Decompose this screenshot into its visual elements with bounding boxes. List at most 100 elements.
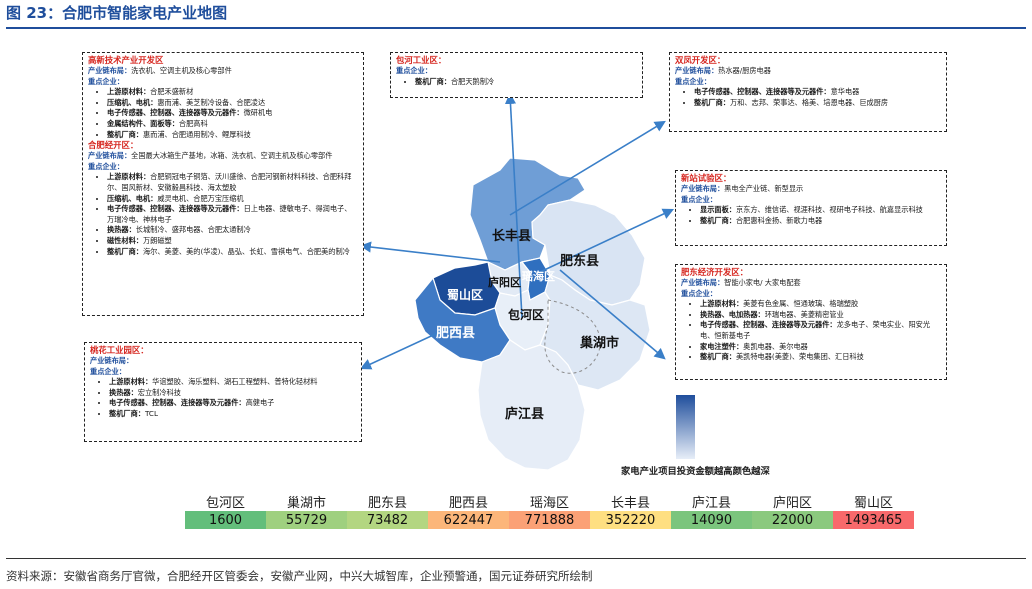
table-header-cell: 瑶海区 (529, 496, 569, 511)
investment-table: 包河区 巢湖市 肥东县 肥西县 瑶海区 长丰县 庐江县 庐阳区 蜀山区 1600… (185, 492, 914, 529)
list-item: 整机厂商：惠而浦、合肥通用制冷、鲤厚科技 (107, 130, 358, 141)
list-item: 磁性材料：万朗磁塑 (107, 236, 358, 247)
firms-label: 重点企业： (90, 366, 126, 376)
list-item: 整机厂商：海尔、美菱、美的(华凌)、晶弘、长虹、雪祺电气、合肥美的制冷 (107, 247, 358, 258)
map-label-feidong: 肥东县 (560, 254, 600, 269)
list-item: 整机厂商：合肥惠科金扬、新歌力电器 (700, 216, 941, 227)
list-item: 电子传感器、控制器、连接器等及元器件：高健电子 (109, 398, 356, 409)
box-baohe-industrial: 包河工业区： 重点企业： 整机厂商：合肥天鹅制冷 (390, 52, 643, 98)
box-taohua: 桃花工业园区： 产业链布局： 重点企业： 上游原材料：华谊塑胶、海乐塑料、湖石工… (84, 342, 362, 442)
chain-label: 产业链布局： (88, 66, 132, 75)
list-item: 电子传感器、控制器、连接器等及元器件：微研机电 (107, 108, 358, 119)
box-xinzhan-title: 新站试验区： (681, 173, 732, 183)
list-item: 整机厂商：合肥天鹅制冷 (415, 77, 637, 88)
table-value-cell: 14090 (671, 511, 752, 529)
list-item: 压缩机、电机：惠而浦、美芝制冷设备、合肥凌达 (107, 98, 358, 109)
firms-label: 重点企业： (88, 76, 124, 86)
list-item: 电子传感器、控制器、连接器等及元器件：意华电器 (694, 87, 941, 98)
lake-outline (544, 299, 601, 374)
chain-text: 全国最大冰箱生产基地，冰箱、洗衣机、空调主机及核心零部件 (131, 151, 333, 161)
box-shuangfeng-title: 双凤开发区： (675, 55, 726, 65)
list-item: 换热器：长城制冷、盛邦电器、合肥太通制冷 (107, 225, 358, 236)
firms-label: 重点企业： (675, 76, 711, 86)
arrow-taohua (359, 324, 456, 370)
box-gaoxin-jingkai: 高新技术产业开发区 产业链布局：洗衣机、空调主机及核心零部件 重点企业： 上游原… (82, 52, 364, 316)
table-header-cell: 蜀山区 (853, 496, 893, 511)
list-item: 整机厂商：万和、志邦、荣事达、格美、培恩电器、巨成厨房 (694, 98, 941, 109)
list-item: 显示面板：京东方、维信诺、视涯科技、视研电子科技、航嘉显示科技 (700, 205, 941, 216)
list-item: 电子传感器、控制器、连接器等及元器件：日上电器、捷敏电子、得润电子、万瑞冷电、神… (107, 204, 358, 225)
firms-label: 重点企业： (396, 66, 432, 75)
legend-note: 家电产业项目投资金额越高颜色越深 (621, 466, 770, 477)
table-value-cell: 55729 (266, 511, 347, 529)
chain-text: 热水器/厨房电器 (718, 66, 771, 75)
box-jingkai-title: 合肥经开区： (88, 140, 139, 151)
table-header-row: 包河区 巢湖市 肥东县 肥西县 瑶海区 长丰县 庐江县 庐阳区 蜀山区 (185, 492, 914, 511)
list-item: 上游原材料：美菱有色金属、恒通玻璃、格瑞塑胶 (700, 299, 941, 310)
box-shuangfeng: 双凤开发区： 产业链布局：热水器/厨房电器 重点企业： 电子传感器、控制器、连接… (669, 52, 947, 132)
map-label-feixi: 肥西县 (436, 326, 476, 341)
box-feidong-title: 肥东经济开发区： (681, 267, 748, 277)
chain-label: 产业链布局： (88, 151, 132, 161)
table-value-cell: 622447 (428, 511, 509, 529)
map-label-luyang: 庐阳区 (488, 276, 521, 289)
list-item: 上游原材料：合肥铜冠电子铜箔、沃川盛徐、合肥河钢新材料科技、合肥科拜尔、国风新材… (107, 172, 358, 193)
chain-label: 产业链布局： (675, 66, 719, 75)
list-item: 电子传感器、控制器、连接器等及元器件：龙多电子、荣电实业、阳安光电、恒新基电子 (700, 320, 941, 341)
arrow-gaoxin (359, 241, 501, 263)
chain-text: 智能小家电/ 大家电配套 (724, 278, 801, 287)
table-value-cell: 1600 (185, 511, 266, 529)
firms-label: 重点企业： (681, 288, 717, 298)
box-xinzhan: 新站试验区： 产业链布局：黑电全产业链、新型显示 重点企业： 显示面板：京东方、… (675, 170, 947, 246)
map-label-chaohu: 巢湖市 (580, 336, 620, 351)
table-header-cell: 巢湖市 (286, 496, 326, 511)
region-lujiang (477, 339, 586, 471)
list-item: 整机厂商：美凯特电器(美菱)、荣电集团、汇日科技 (700, 352, 941, 363)
table-value-cell: 22000 (752, 511, 833, 529)
chain-label: 产业链布局： (681, 184, 725, 193)
box-baohe-title: 包河工业区： (396, 55, 447, 65)
table-header-cell: 肥西县 (448, 496, 488, 511)
table-value-row: 1600 55729 73482 622447 771888 352220 14… (185, 511, 914, 529)
chain-text: 洗衣机、空调主机及核心零部件 (131, 66, 232, 75)
list-item: 压缩机、电机：威灵电机、合肥万宝压缩机 (107, 194, 358, 205)
list-item: 整机厂商：TCL (109, 409, 356, 420)
arrow-feidong (559, 269, 666, 360)
box-gaoxin-title: 高新技术产业开发区 (88, 55, 164, 65)
map-label-changfeng: 长丰县 (492, 229, 532, 244)
table-value-cell: 771888 (509, 511, 590, 529)
chain-text: 黑电全产业链、新型显示 (724, 184, 804, 193)
list-item: 家电注塑件：奥凯电器、美尔电器 (700, 342, 941, 353)
legend-gradient-bar (676, 395, 695, 459)
firms-label: 重点企业： (681, 194, 717, 204)
chain-label: 产业链布局： (681, 278, 725, 287)
arrow-shuangfeng (509, 120, 666, 216)
title-rule (6, 27, 1026, 29)
table-value-cell: 1493465 (833, 511, 914, 529)
source-note: 资料来源：安徽省商务厅官微，合肥经开区管委会，安徽产业网，中兴大城智库，企业预警… (6, 569, 593, 583)
box-feidong-dev: 肥东经济开发区： 产业链布局：智能小家电/ 大家电配套 重点企业： 上游原材料：… (675, 264, 947, 380)
arrow-baohe (504, 92, 523, 319)
list-item: 换热器、电加热器：环瑞电器、美菱精密管业 (700, 310, 941, 321)
arrow-xinzhan (539, 208, 675, 273)
map-label-baohe: 包河区 (508, 308, 545, 322)
list-item: 换热器：宏立制冷科技 (109, 388, 356, 399)
list-item: 金属结构件、面板等：合肥高科 (107, 119, 358, 130)
table-header-cell: 庐阳区 (772, 496, 812, 511)
firms-label: 重点企业： (88, 161, 124, 171)
box-taohua-title: 桃花工业园区： (90, 345, 149, 355)
list-item: 上游原材料：华谊塑胶、海乐塑料、湖石工程塑料、普特化轻材料 (109, 377, 356, 388)
table-header-cell: 包河区 (205, 496, 245, 511)
chain-label: 产业链布局： (90, 356, 134, 365)
footer-rule (6, 558, 1026, 559)
list-item: 上游原材料：合肥禾盛新材 (107, 87, 358, 98)
table-header-cell: 庐江县 (691, 496, 731, 511)
table-value-cell: 73482 (347, 511, 428, 529)
table-value-cell: 352220 (590, 511, 671, 529)
table-header-cell: 长丰县 (610, 496, 650, 511)
map-label-shushan: 蜀山区 (447, 288, 484, 302)
table-header-cell: 肥东县 (367, 496, 407, 511)
map-label-yaohai: 瑶海区 (522, 270, 555, 283)
map-label-lujiang: 庐江县 (505, 407, 545, 422)
